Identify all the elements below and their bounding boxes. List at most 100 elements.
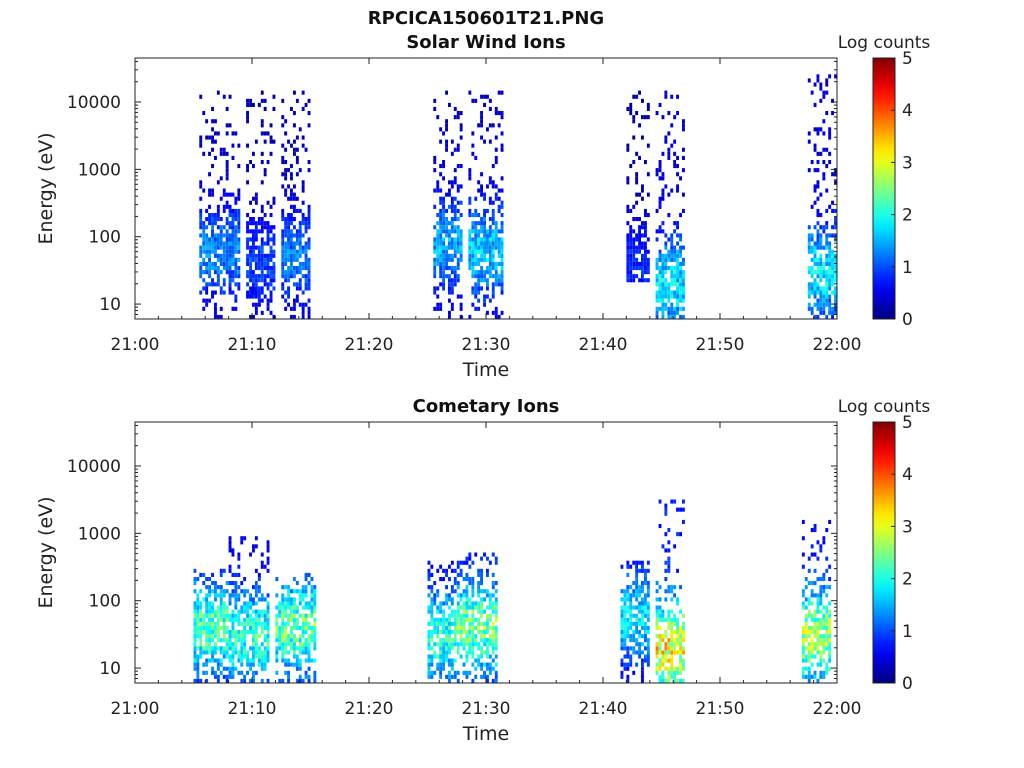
spectrogram-cell [620,609,624,614]
spectrogram-cell [214,593,217,598]
spectrogram-cell [205,650,209,655]
spectrogram-cell [211,217,214,222]
spectrogram-cell [266,540,270,545]
spectrogram-cell [231,630,235,635]
spectrogram-cell [816,646,820,651]
spectrogram-cell [629,102,633,107]
spectrogram-cell [486,613,489,618]
y-tick-label: 10000 [67,457,121,477]
spectrogram-cell [257,245,261,250]
spectrogram-cell [275,638,279,643]
spectrogram-cell [196,621,200,626]
spectrogram-cell [494,237,498,242]
spectrogram-cell [456,278,460,283]
spectrogram-cell [635,237,639,242]
spectrogram-cell [807,245,811,250]
spectrogram-cell [266,654,270,659]
spectrogram-cell [287,642,290,647]
spectrogram-cell [266,298,270,303]
spectrogram-cell [453,670,457,675]
spectrogram-cell [632,589,636,594]
spectrogram-cell [290,589,293,594]
spectrogram-cell [807,306,811,311]
spectrogram-cell [293,302,296,307]
spectrogram-cell [214,282,217,287]
spectrogram-cell [427,585,431,590]
spectrogram-cell [436,221,440,226]
spectrogram-cell [445,147,448,152]
spectrogram-cell [293,217,296,222]
spectrogram-cell [670,662,674,667]
spectrogram-cell [450,253,454,258]
spectrogram-cell [465,658,469,663]
spectrogram-cell [257,589,261,594]
spectrogram-cell [290,204,293,209]
spectrogram-cell [822,266,826,271]
spectrogram-cell [266,642,270,647]
spectrogram-cell [313,634,317,639]
spectrogram-cell [427,674,431,679]
spectrogram-cell [257,646,261,651]
spectrogram-cell [834,298,837,303]
spectrogram-cell [813,261,817,266]
spectrogram-cell [293,601,296,606]
spectrogram-cell [462,625,466,630]
spectrogram-cell [834,225,837,230]
spectrogram-cell [828,270,832,275]
spectrogram-cell [234,630,238,635]
spectrogram-cell [682,208,685,213]
spectrogram-cell [439,257,443,262]
spectrogram-cell [436,257,440,262]
spectrogram-cell [804,634,808,639]
spectrogram-cell [646,143,650,148]
spectrogram-cell [433,245,437,250]
spectrogram-cell [483,621,486,626]
spectrogram-cell [623,625,627,630]
spectrogram-cell [293,613,296,618]
spectrogram-cell [667,625,671,630]
spectrogram-cell [254,609,258,614]
spectrogram-cell [263,278,267,283]
spectrogram-cell [646,638,650,643]
spectrogram-cell [819,577,823,582]
spectrogram-cell [486,294,489,299]
spectrogram-cell [825,314,829,319]
spectrogram-cell [491,572,495,577]
spectrogram-cell [638,560,641,565]
spectrogram-cell [284,168,288,173]
spectrogram-cell [298,658,302,663]
spectrogram-cell [304,241,308,246]
spectrogram-cell [225,172,229,177]
spectrogram-cell [293,208,296,213]
spectrogram-cell [290,249,293,254]
spectrogram-cell [307,266,311,271]
spectrogram-cell [822,634,826,639]
spectrogram-cell [488,613,492,618]
spectrogram-cell [439,658,443,663]
spectrogram-cell [667,249,671,254]
spectrogram-cell [293,621,296,626]
spectrogram-cell [670,642,674,647]
spectrogram-cell [433,160,437,165]
spectrogram-cell [293,147,296,152]
spectrogram-cell [477,654,481,659]
spectrogram-cell [480,266,483,271]
spectrogram-cell [287,249,290,254]
spectrogram-cell [813,302,817,307]
spectrogram-cell [295,286,299,291]
spectrogram-cell [275,577,279,582]
spectrogram-cell [211,589,214,594]
spectrogram-cell [205,270,209,275]
spectrogram-cell [819,625,823,630]
spectrogram-cell [816,282,820,287]
spectrogram-cell [307,678,311,683]
spectrogram-cell [644,568,647,573]
spectrogram-cell [641,617,644,622]
spectrogram-cell [295,229,299,234]
spectrogram-cell [822,294,826,299]
spectrogram-cell [474,98,478,103]
spectrogram-cell [275,593,279,598]
spectrogram-cell [263,172,267,177]
spectrogram-cell [237,613,241,618]
spectrogram-cell [269,278,273,283]
